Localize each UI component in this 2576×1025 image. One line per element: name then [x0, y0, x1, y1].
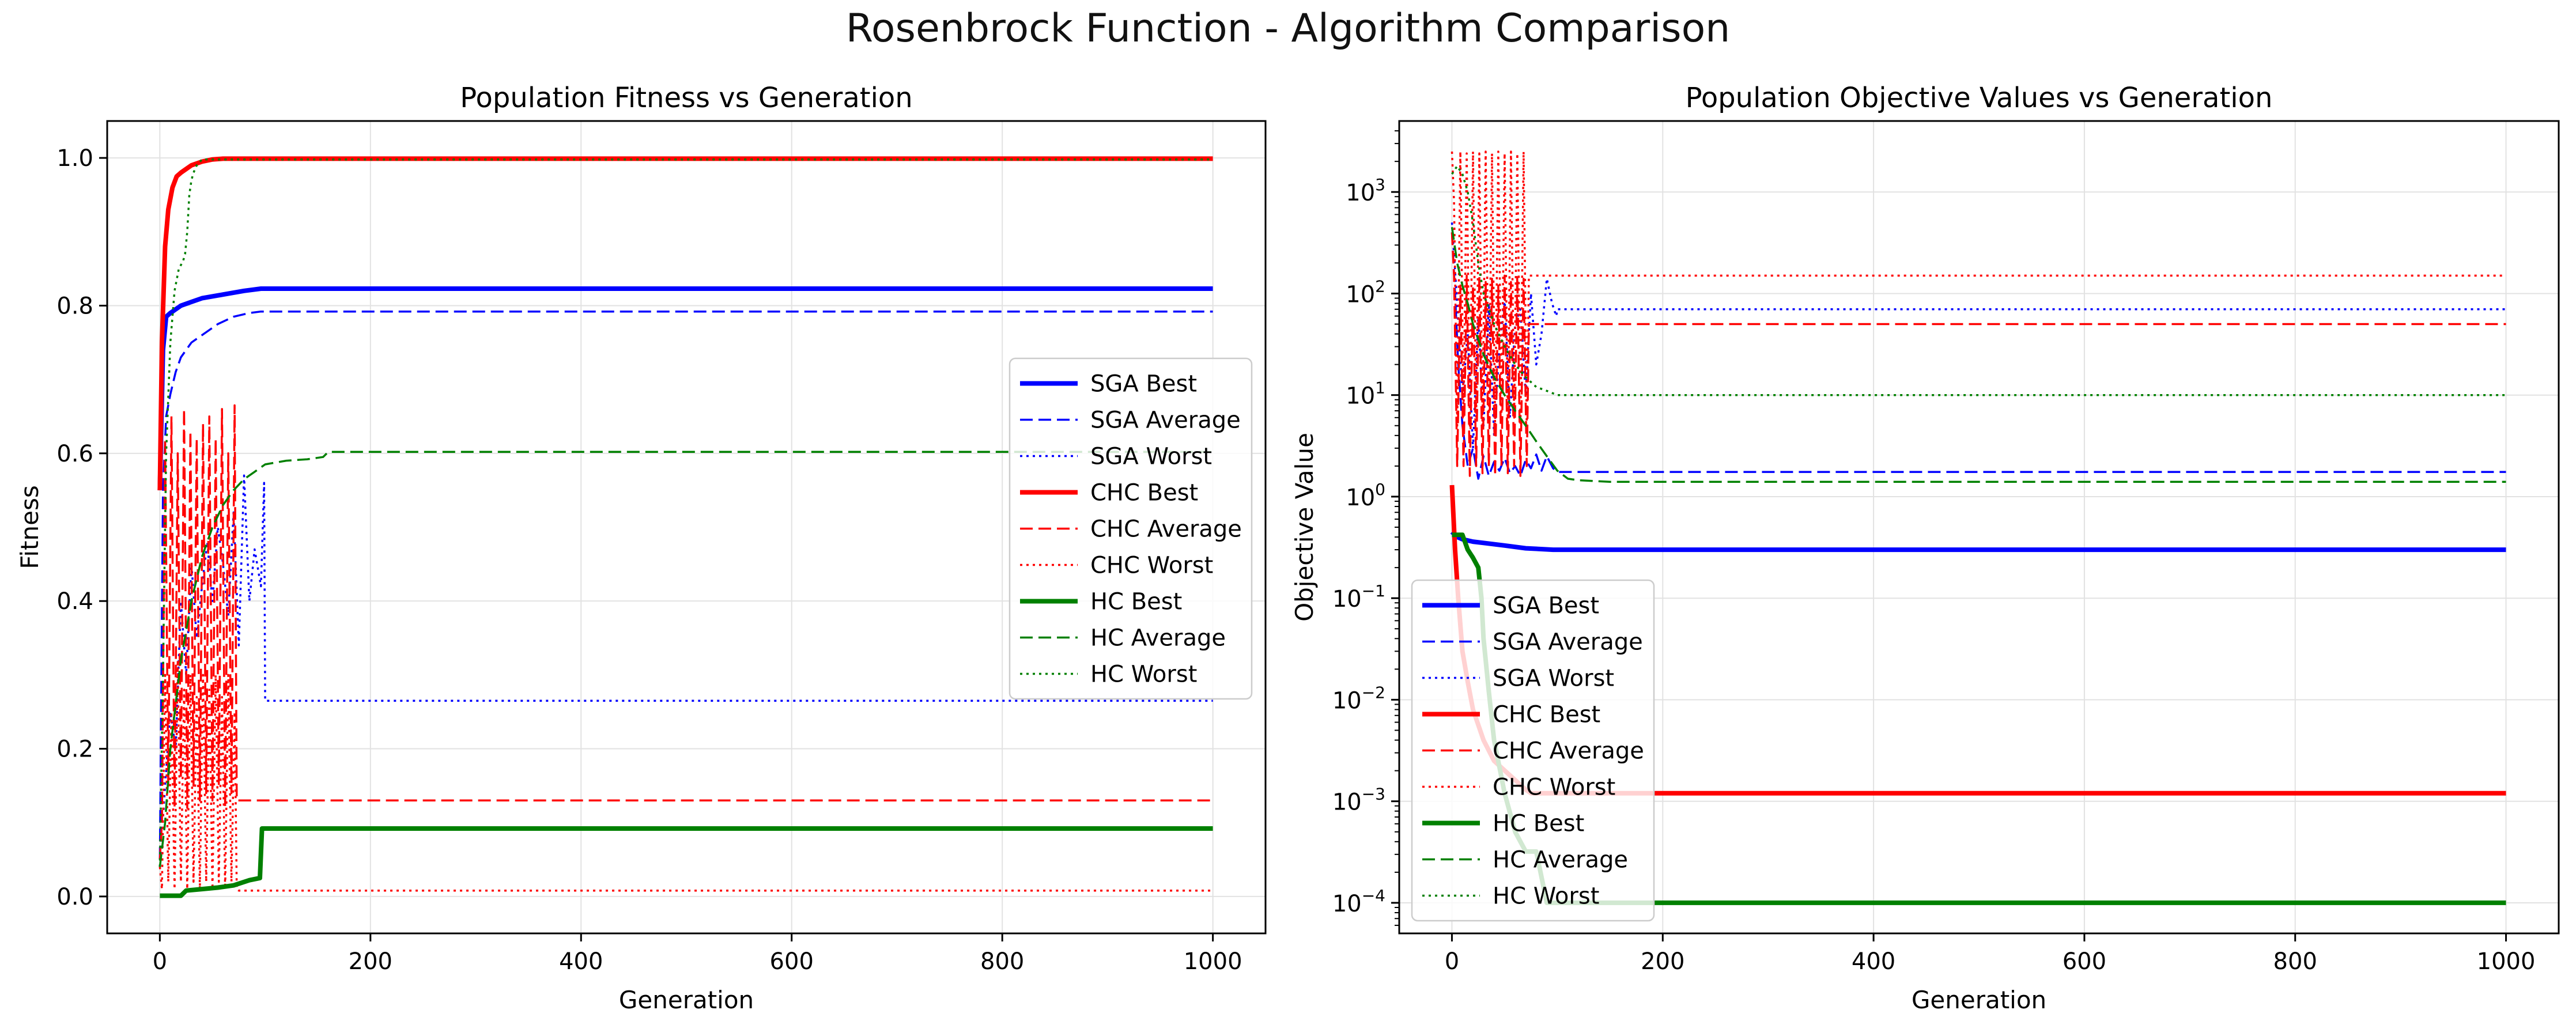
axes-frame — [106, 120, 1267, 935]
series-line-hc-average — [1451, 227, 2506, 483]
legend-label: CHC Best — [1090, 480, 1198, 506]
x-tick-label: 1000 — [2477, 948, 2536, 975]
legend-label: SGA Worst — [1493, 665, 1614, 692]
legend-label: HC Best — [1090, 589, 1182, 615]
x-tick-label: 600 — [2063, 948, 2106, 975]
legend-label: SGA Worst — [1090, 444, 1212, 470]
series-group — [157, 156, 1213, 898]
series-line-chc-worst — [158, 659, 1213, 892]
x-tick-label: 1000 — [1184, 948, 1242, 975]
legend-label: HC Best — [1493, 811, 1584, 837]
series-line-sga-best — [157, 286, 1213, 490]
x-tick-label: 400 — [559, 948, 603, 975]
series-line-sga-worst — [1451, 222, 2506, 449]
x-tick-label: 0 — [1445, 948, 1459, 975]
x-tick-label: 200 — [349, 948, 392, 975]
x-tick-label: 200 — [1641, 948, 1684, 975]
x-tick-label: 0 — [153, 948, 167, 975]
legend-label: SGA Best — [1493, 593, 1599, 619]
legend-label: HC Average — [1090, 625, 1226, 652]
y-tick-label: 0.8 — [56, 293, 93, 319]
series-line-hc-worst — [158, 158, 1213, 867]
chart-panel-2: 0 200 400 600 800 1000 10−4 10−3 10−2 10−1 100 101 1… — [1290, 82, 2560, 1014]
y-tick-label: 102 — [1346, 277, 1385, 308]
chart-title: Population Objective Values vs Generatio… — [1686, 82, 2273, 114]
x-tick-label: 600 — [770, 948, 814, 975]
y-tick-label: 103 — [1346, 175, 1385, 206]
legend-label: CHC Worst — [1090, 553, 1213, 579]
legend-label: CHC Worst — [1493, 774, 1615, 801]
y-tick-label: 10−1 — [1332, 581, 1385, 612]
y-tick-label: 0.6 — [56, 441, 93, 467]
y-tick-label: 0.4 — [56, 588, 93, 615]
x-tick-label: 800 — [980, 948, 1024, 975]
y-tick-label: 0.2 — [56, 736, 93, 763]
legend-box — [1009, 357, 1253, 700]
x-axis-label: Generation — [1912, 986, 2046, 1014]
series-line-sga-average — [1451, 232, 2506, 480]
legend-label: HC Average — [1493, 847, 1628, 873]
series-line-chc-worst — [1451, 150, 2506, 427]
legend-label: HC Worst — [1493, 883, 1599, 910]
series-line-chc-average — [1451, 232, 2506, 477]
legend: SGA Best SGA Average SGA Worst CHC Best CHC … — [1009, 357, 1253, 700]
series-line-sga-worst — [158, 474, 1213, 867]
y-tick-label: 1.0 — [56, 145, 93, 172]
legend-box — [1411, 579, 1655, 922]
y-tick-label: 10−2 — [1332, 683, 1385, 714]
x-tick-label: 400 — [1852, 948, 1895, 975]
x-axis-label: Generation — [619, 986, 754, 1014]
legend-label: SGA Best — [1090, 371, 1197, 398]
x-tick-label: 800 — [2273, 948, 2317, 975]
y-tick-label: 10−4 — [1332, 886, 1385, 917]
y-axis-label: Fitness — [16, 485, 44, 569]
chart-title: Population Fitness vs Generation — [460, 82, 912, 114]
series-line-sga-average — [158, 310, 1213, 860]
y-tick-label: 0.0 — [56, 884, 93, 910]
series-line-hc-average — [158, 451, 1213, 867]
figure-title: Rosenbrock Function - Algorithm Comparis… — [845, 6, 1731, 51]
chart-panel-1: 0 200 400 600 800 1000 0.0 0.2 0.4 0.6 0.8 1.0 Popul… — [16, 82, 1267, 1014]
y-tick-label: 10−3 — [1332, 785, 1385, 816]
legend: SGA Best SGA Average SGA Worst CHC Best CHC … — [1411, 579, 1655, 922]
legend-label: HC Worst — [1090, 661, 1197, 688]
legend-label: CHC Average — [1090, 516, 1242, 543]
series-line-chc-average — [158, 404, 1213, 860]
legend-label: CHC Best — [1493, 702, 1600, 728]
series-line-hc-worst — [1451, 165, 2506, 396]
series-line-sga-best — [1450, 530, 2506, 553]
legend-label: SGA Average — [1090, 407, 1241, 434]
legend-label: SGA Average — [1493, 629, 1643, 656]
y-tick-label: 101 — [1346, 379, 1385, 410]
series-line-hc-best — [160, 826, 1213, 898]
legend-label: CHC Average — [1493, 738, 1644, 765]
y-tick-label: 100 — [1346, 480, 1385, 511]
y-axis-label: Objective Value — [1290, 433, 1319, 622]
